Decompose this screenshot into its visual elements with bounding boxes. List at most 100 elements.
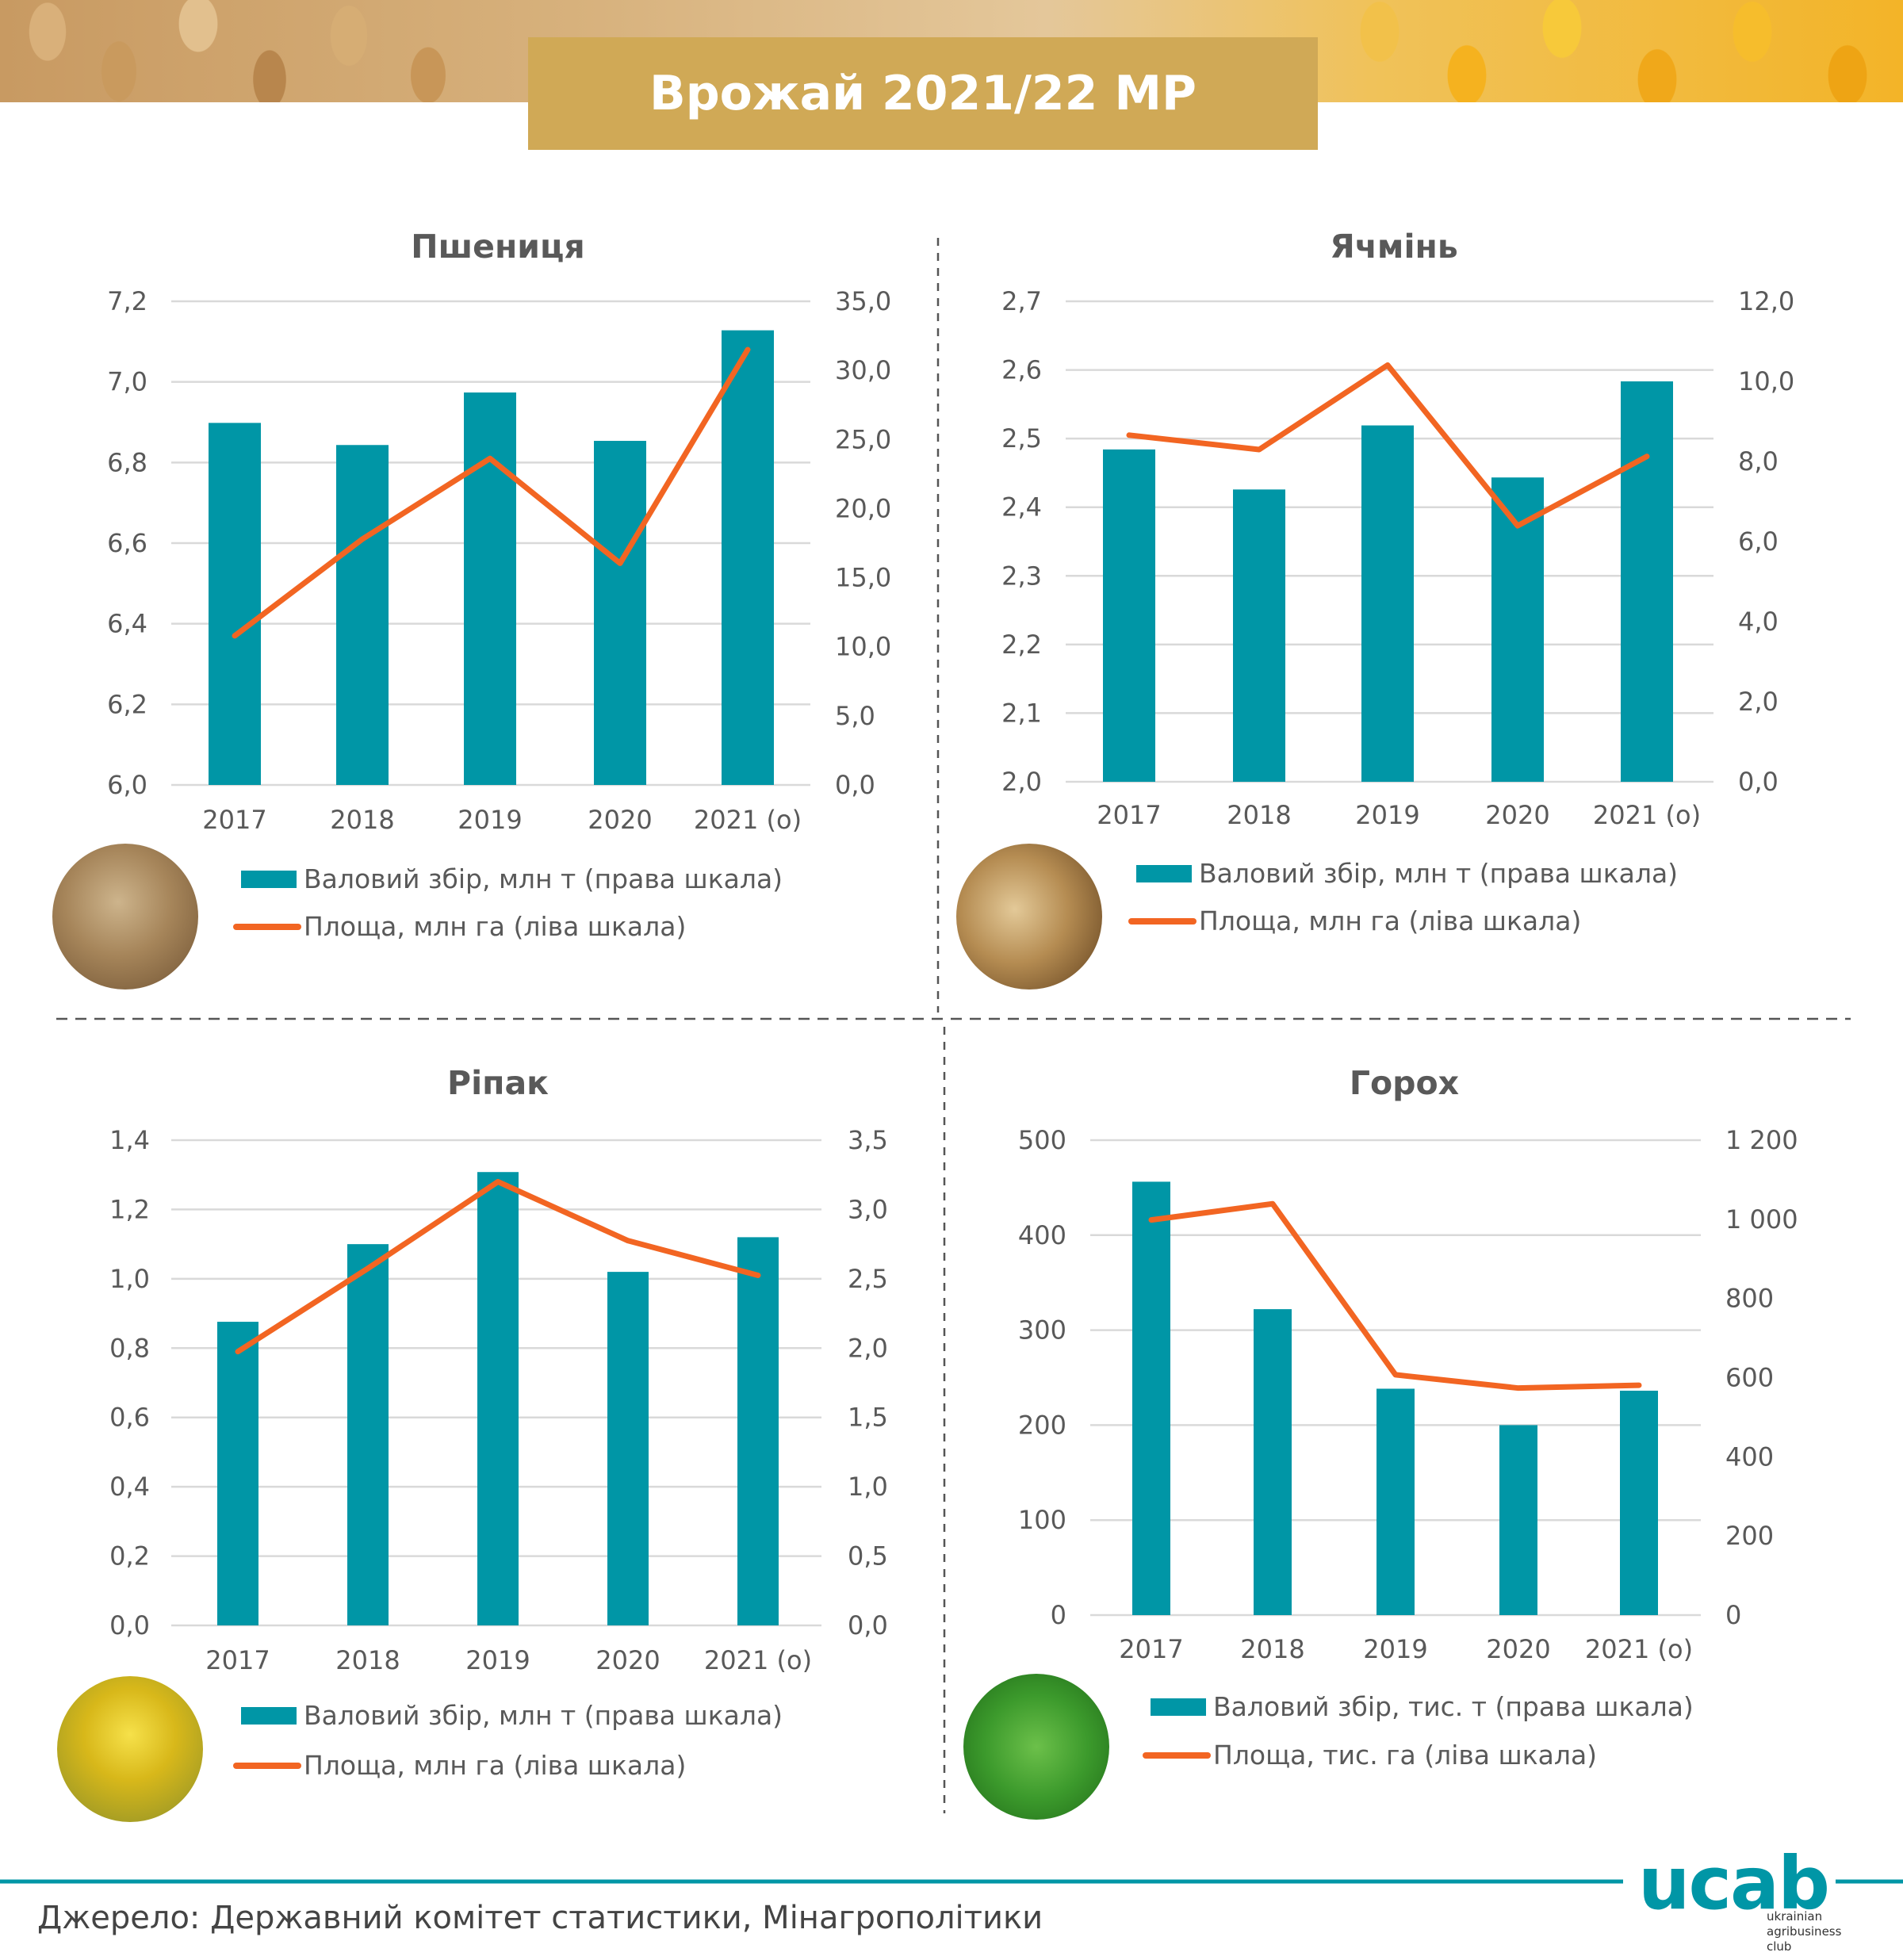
bar-2018 [347,1244,389,1625]
right-axis-tick-label: 10,0 [835,632,891,662]
right-axis-tick-label: 1,5 [848,1403,888,1433]
source-note: Джерело: Державний комітет статистики, М… [37,1900,1043,1936]
x-axis-tick-label: 2019 [458,805,522,835]
right-axis-tick-label: 3,5 [848,1125,888,1155]
left-axis-tick-label: 0 [1051,1600,1066,1630]
left-axis-tick-label: 6,6 [107,528,147,558]
chart-title: Пшениця [411,228,584,266]
right-axis-tick-label: 0,0 [835,770,875,800]
legend-swatch-bars [1151,1698,1206,1716]
right-axis-tick-label: 1 000 [1725,1204,1798,1235]
left-axis-tick-label: 6,0 [107,770,147,800]
legend-label-line: Площа, млн га (ліва шкала) [1199,905,1581,936]
legend-swatch-bars [1136,865,1192,882]
right-axis-tick-label: 1,0 [848,1472,888,1502]
x-axis-tick-label: 2018 [330,805,394,835]
right-axis-tick-label: 800 [1725,1284,1774,1314]
x-axis-tick-label: 2021 (о) [1585,1634,1693,1664]
title-box: Врожай 2021/22 МР [528,37,1318,150]
left-axis-tick-label: 2,4 [1001,492,1042,523]
bar-2020 [607,1272,649,1625]
bar-2018 [1254,1309,1292,1615]
left-axis-tick-label: 0,4 [109,1472,150,1502]
x-axis-tick-label: 2020 [1486,1634,1550,1664]
right-axis-tick-label: 0,0 [1738,767,1779,797]
left-axis-tick-label: 7,0 [107,367,147,397]
x-axis-tick-label: 2017 [1119,1634,1183,1664]
legend-swatch-bars [241,871,297,888]
left-axis-tick-label: 0,2 [109,1541,150,1571]
left-axis-tick-label: 100 [1018,1505,1066,1535]
right-axis-tick-label: 600 [1725,1363,1774,1393]
left-axis-tick-label: 200 [1018,1410,1066,1440]
legend-label-bars: Валовий збір, млн т (права шкала) [304,863,783,894]
left-axis-tick-label: 2,5 [1001,423,1042,454]
right-axis-tick-label: 35,0 [835,286,891,316]
right-axis-tick-label: 0,0 [848,1610,888,1640]
x-axis-tick-label: 2019 [465,1645,530,1675]
right-axis-tick-label: 25,0 [835,424,891,454]
area-line [1148,1200,1642,1392]
chart-title: Ріпак [447,1064,549,1102]
right-axis-tick-label: 20,0 [835,493,891,523]
right-axis-tick-label: 2,5 [848,1264,888,1294]
bar-2019 [464,392,516,785]
right-axis-tick-label: 8,0 [1738,446,1779,477]
bar-2020 [1499,1425,1537,1615]
x-axis-tick-label: 2019 [1363,1634,1427,1664]
right-axis-tick-label: 400 [1725,1441,1774,1472]
bar-2021 [1621,381,1673,782]
left-axis-tick-label: 2,3 [1001,561,1042,591]
x-axis-tick-label: 2017 [202,805,266,835]
left-axis-tick-label: 6,4 [107,609,147,639]
right-axis-tick-label: 1 200 [1725,1125,1798,1155]
left-axis-tick-label: 6,2 [107,689,147,719]
bar-2017 [1103,449,1155,782]
left-axis-tick-label: 300 [1018,1315,1066,1346]
left-axis-tick-label: 1,0 [109,1264,150,1294]
x-axis-tick-label: 2017 [1097,800,1161,830]
chart-wheat: Пшениця 6,0 6,2 6,4 6,6 6,8 7,0 7,2 0,0 5,0 10,0 15… [107,228,891,942]
right-axis-tick-label: 200 [1725,1521,1774,1551]
legend-label-bars: Валовий збір, тис. т (права шкала) [1213,1691,1694,1722]
x-axis-tick-label: 2021 (о) [704,1645,812,1675]
left-axis-tick-label: 0,0 [109,1610,150,1640]
left-axis-tick-label: 1,2 [109,1194,150,1224]
bar-2021 [722,330,774,786]
peas-photo [963,1674,1109,1820]
left-axis-tick-label: 0,8 [109,1333,150,1363]
bar-2019 [477,1172,519,1625]
bar-2019 [1361,425,1414,782]
ucab-logo: ucab [1638,1841,1830,1926]
x-axis-tick-label: 2018 [1227,800,1291,830]
left-axis-tick-label: 0,6 [109,1403,150,1433]
x-axis-tick-label: 2020 [595,1645,660,1675]
left-axis-tick-label: 6,8 [107,447,147,477]
x-axis-tick-label: 2018 [1240,1634,1304,1664]
right-axis-tick-label: 2,0 [848,1333,888,1363]
legend-label-line: Площа, млн га (ліва шкала) [304,1750,686,1781]
legend-label-bars: Валовий збір, млн т (права шкала) [304,1700,783,1731]
left-axis-tick-label: 400 [1018,1220,1066,1250]
right-axis-tick-label: 30,0 [835,355,891,385]
chart-peas: Горох 0 100 200 300 400 500 0 200 400 600 800 1 000 1… [1018,1064,1798,1771]
bar-2018 [336,445,389,785]
rapeseed-photo [57,1676,203,1822]
x-axis-tick-label: 2020 [1485,800,1549,830]
right-axis-tick-label: 6,0 [1738,526,1779,557]
right-axis-tick-label: 0 [1725,1600,1741,1630]
left-axis-tick-label: 1,4 [109,1125,150,1155]
bar-2017 [1132,1181,1170,1615]
x-axis-tick-label: 2021 (о) [694,805,802,835]
right-axis-tick-label: 4,0 [1738,607,1779,637]
right-axis-tick-label: 0,5 [848,1541,888,1571]
legend-swatch-bars [241,1707,297,1725]
right-axis-tick-label: 12,0 [1738,286,1794,316]
left-axis-tick-label: 2,0 [1001,767,1042,797]
left-axis-tick-label: 7,2 [107,286,147,316]
bar-2020 [594,441,646,785]
bar-2017 [217,1322,258,1625]
left-axis-tick-label: 2,2 [1001,630,1042,660]
left-axis-tick-label: 2,6 [1001,355,1042,385]
chart-rapeseed: Ріпак 0,0 0,2 0,4 0,6 0,8 1,0 1,2 1,4 0,0 0,5 1,0 1,… [109,1064,888,1781]
